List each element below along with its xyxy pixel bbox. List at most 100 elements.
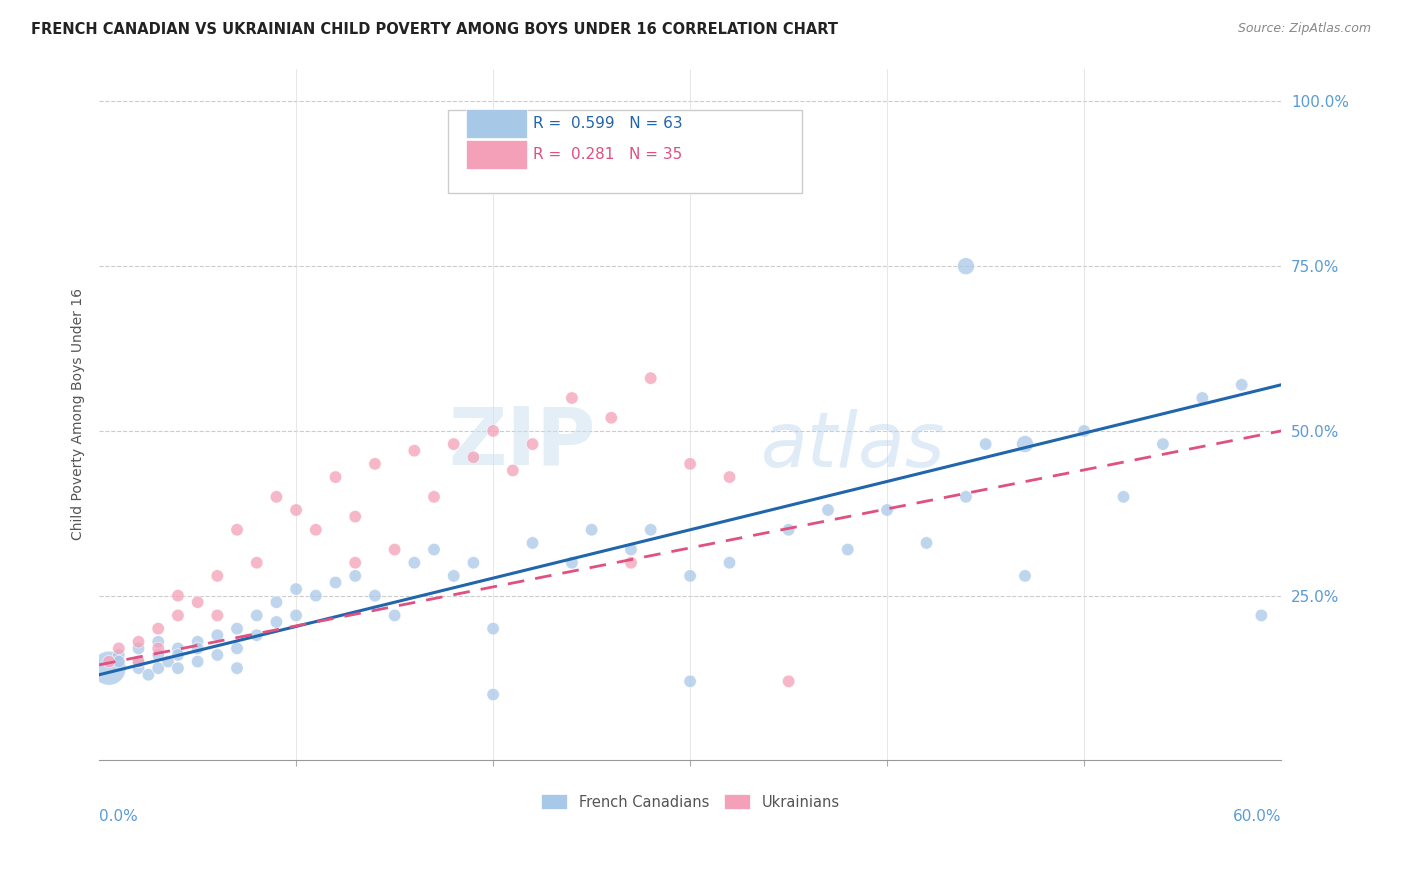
Point <box>226 622 249 636</box>
Point <box>482 622 505 636</box>
Point <box>167 589 190 603</box>
Point <box>423 542 446 557</box>
Point <box>344 569 367 583</box>
Point <box>207 648 229 662</box>
Point <box>246 628 269 642</box>
Point <box>463 556 485 570</box>
Text: ZIP: ZIP <box>449 403 596 481</box>
Point <box>226 523 249 537</box>
Point <box>915 536 938 550</box>
Point <box>325 575 347 590</box>
Point <box>581 523 603 537</box>
Point <box>620 556 643 570</box>
Point <box>138 667 160 681</box>
Point <box>463 450 485 465</box>
Point <box>167 641 190 656</box>
Point <box>266 490 288 504</box>
Point <box>148 622 170 636</box>
Point <box>187 655 209 669</box>
Point <box>974 437 997 451</box>
Point <box>344 509 367 524</box>
Legend: French Canadians, Ukrainians: French Canadians, Ukrainians <box>534 789 845 815</box>
Point <box>817 503 839 517</box>
Point <box>384 542 406 557</box>
Point <box>561 556 583 570</box>
Point <box>522 437 544 451</box>
Text: FRENCH CANADIAN VS UKRAINIAN CHILD POVERTY AMONG BOYS UNDER 16 CORRELATION CHART: FRENCH CANADIAN VS UKRAINIAN CHILD POVER… <box>31 22 838 37</box>
Point <box>1112 490 1135 504</box>
Point <box>955 259 977 273</box>
Point <box>404 443 426 458</box>
Point <box>640 523 662 537</box>
Point <box>364 457 387 471</box>
Point <box>128 641 150 656</box>
Text: Source: ZipAtlas.com: Source: ZipAtlas.com <box>1237 22 1371 36</box>
Point <box>364 589 387 603</box>
Point <box>640 371 662 385</box>
Point <box>108 641 131 656</box>
Point <box>718 470 741 484</box>
Point <box>108 648 131 662</box>
Point <box>98 661 121 675</box>
Point <box>266 595 288 609</box>
Point <box>837 542 859 557</box>
Point <box>482 688 505 702</box>
Point <box>561 391 583 405</box>
Y-axis label: Child Poverty Among Boys Under 16: Child Poverty Among Boys Under 16 <box>72 288 86 541</box>
Point <box>246 556 269 570</box>
Point <box>955 490 977 504</box>
Point <box>778 523 800 537</box>
Point <box>207 608 229 623</box>
Text: R =  0.599   N = 63: R = 0.599 N = 63 <box>533 116 682 131</box>
Point <box>443 437 465 451</box>
Point <box>1230 377 1253 392</box>
Point <box>305 523 328 537</box>
Point <box>148 648 170 662</box>
Text: atlas: atlas <box>761 409 945 483</box>
Point <box>778 674 800 689</box>
Point <box>679 674 702 689</box>
Point <box>620 542 643 557</box>
Point <box>108 655 131 669</box>
Point <box>285 582 308 596</box>
Point <box>718 556 741 570</box>
Point <box>167 661 190 675</box>
Point <box>187 595 209 609</box>
FancyBboxPatch shape <box>465 109 527 137</box>
Point <box>600 410 623 425</box>
FancyBboxPatch shape <box>447 110 803 193</box>
Point <box>404 556 426 570</box>
Point <box>1014 569 1036 583</box>
Point <box>502 463 524 477</box>
Point <box>226 641 249 656</box>
Point <box>679 569 702 583</box>
Point <box>266 615 288 629</box>
Point <box>167 648 190 662</box>
Point <box>157 655 180 669</box>
Point <box>1014 437 1036 451</box>
Point <box>246 608 269 623</box>
Point <box>148 641 170 656</box>
Point <box>1073 424 1095 438</box>
Text: R =  0.281   N = 35: R = 0.281 N = 35 <box>533 147 682 161</box>
Point <box>167 608 190 623</box>
Point <box>187 634 209 648</box>
Point <box>226 661 249 675</box>
Point <box>679 457 702 471</box>
Point <box>1191 391 1213 405</box>
Text: 60.0%: 60.0% <box>1233 809 1281 824</box>
Point <box>423 490 446 504</box>
Point <box>285 503 308 517</box>
Point <box>1250 608 1272 623</box>
Point <box>482 424 505 438</box>
Point <box>128 655 150 669</box>
Point <box>876 503 898 517</box>
Point <box>187 641 209 656</box>
Point <box>128 661 150 675</box>
Point <box>207 569 229 583</box>
Point <box>522 536 544 550</box>
Point <box>1152 437 1174 451</box>
Point <box>148 661 170 675</box>
Point <box>148 634 170 648</box>
Point <box>128 655 150 669</box>
